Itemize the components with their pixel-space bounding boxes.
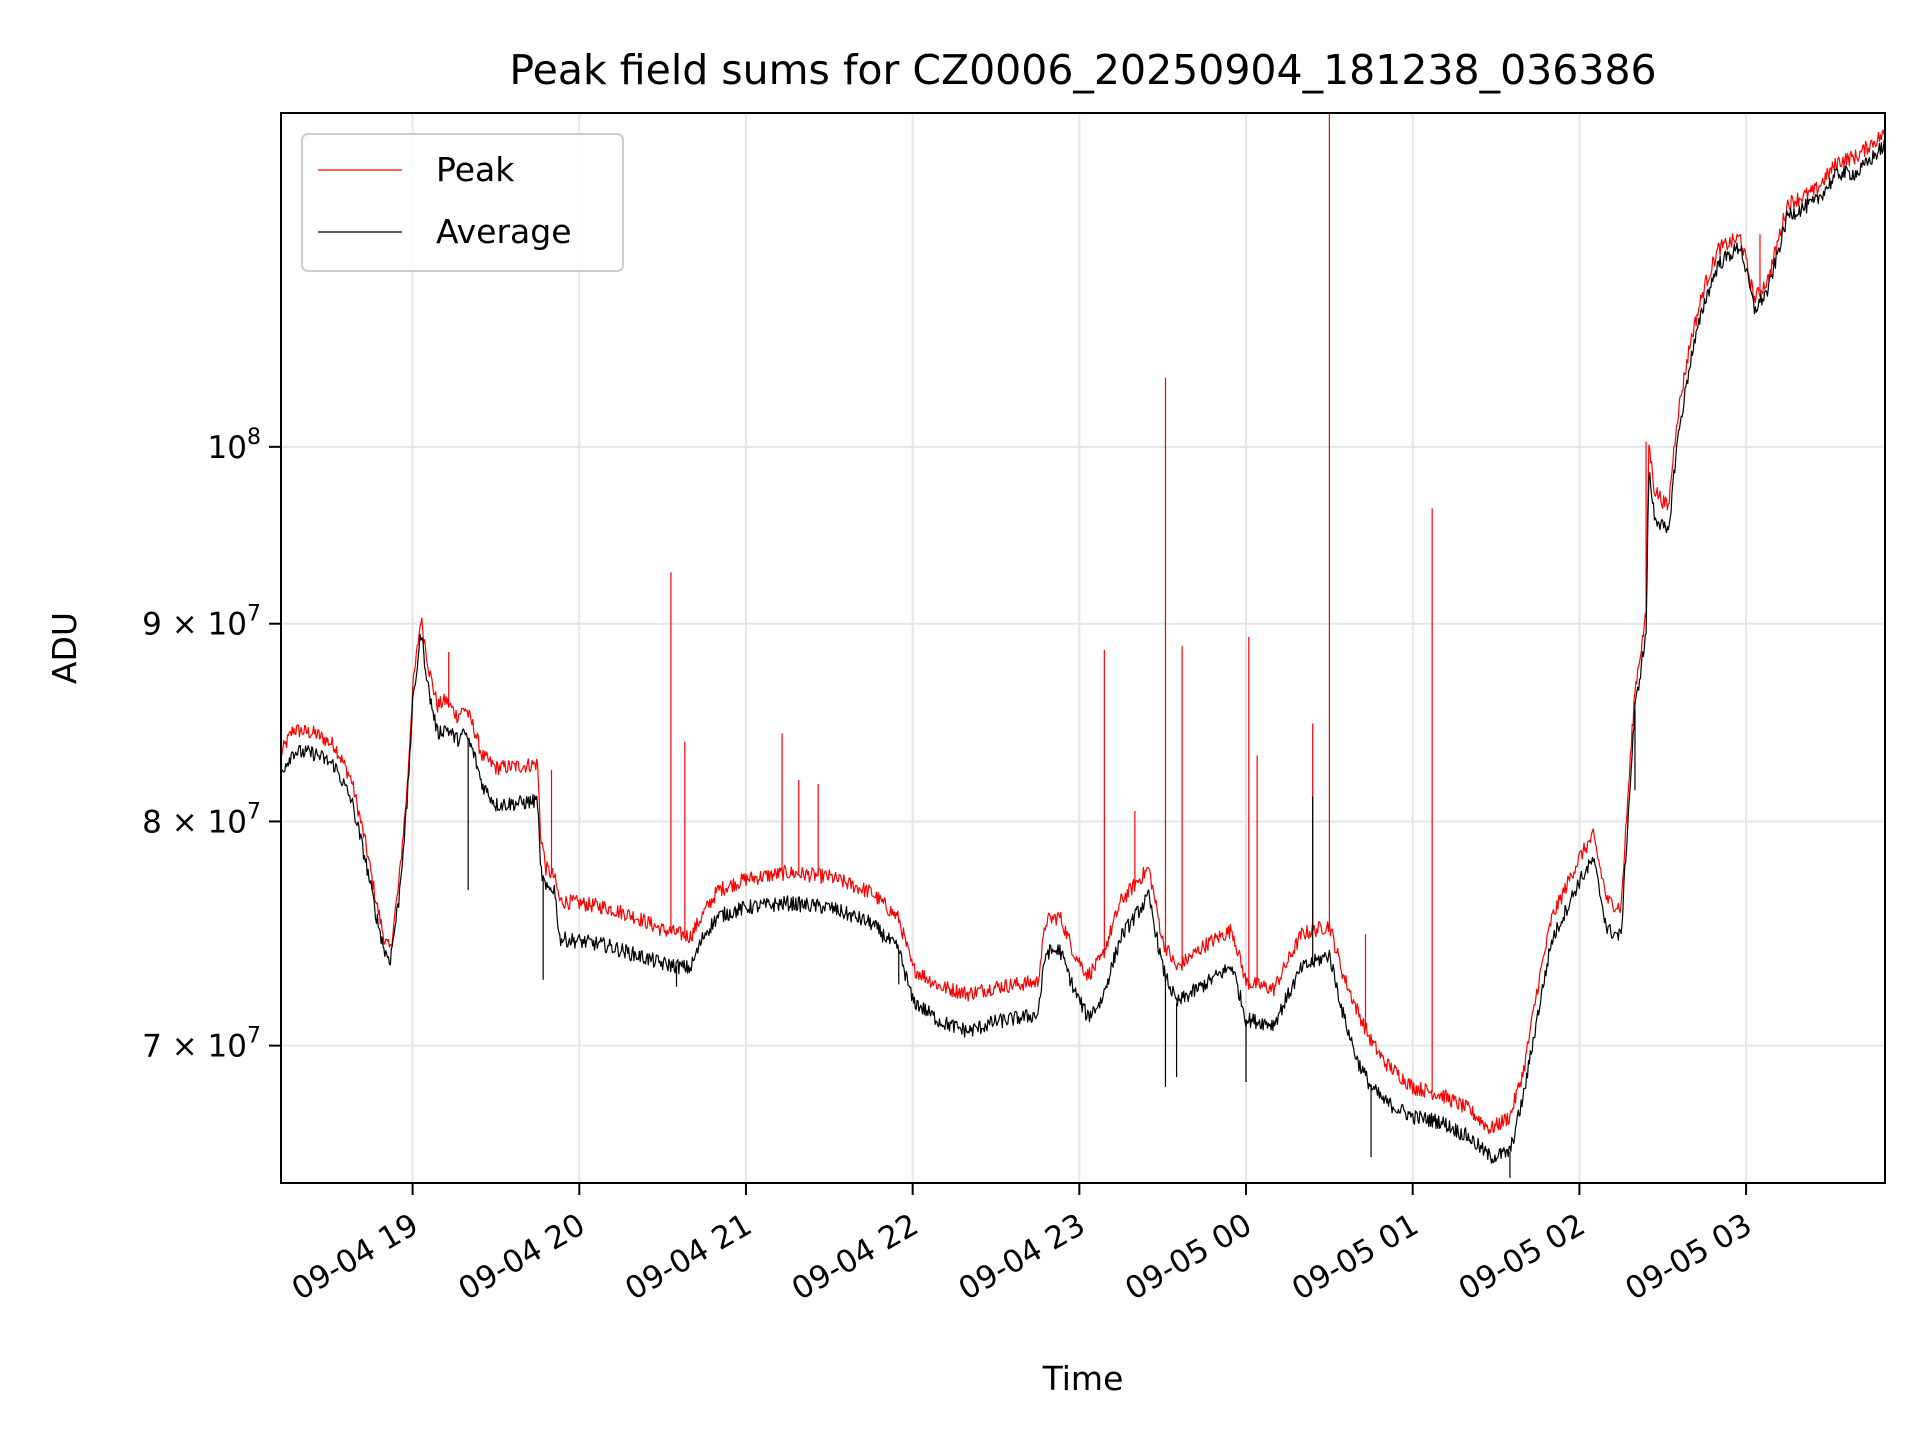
chart-title: Peak field sums for CZ0006_20250904_1812…: [509, 46, 1656, 94]
y-tick-label: 108: [208, 425, 261, 466]
legend-box: [301, 133, 624, 272]
y-tick-label: 9 × 107: [142, 602, 261, 643]
legend: Peak Average: [301, 133, 624, 272]
peak-series-line: [280, 129, 1886, 1135]
average-series-line: [280, 139, 1886, 1164]
x-axis-label: Time: [1042, 1359, 1124, 1398]
legend-label-peak: Peak: [436, 150, 515, 189]
plot-frame: [280, 112, 1886, 1184]
y-axis: 7 × 107 8 × 107 9 × 107 108: [142, 425, 281, 1065]
grid: [281, 113, 1885, 1183]
y-axis-label: ADU: [45, 612, 84, 684]
y-tick-label: 7 × 107: [142, 1024, 261, 1065]
legend-label-average: Average: [436, 212, 572, 251]
series-layer: [280, 113, 1886, 1178]
y-tick-label: 8 × 107: [142, 799, 261, 840]
